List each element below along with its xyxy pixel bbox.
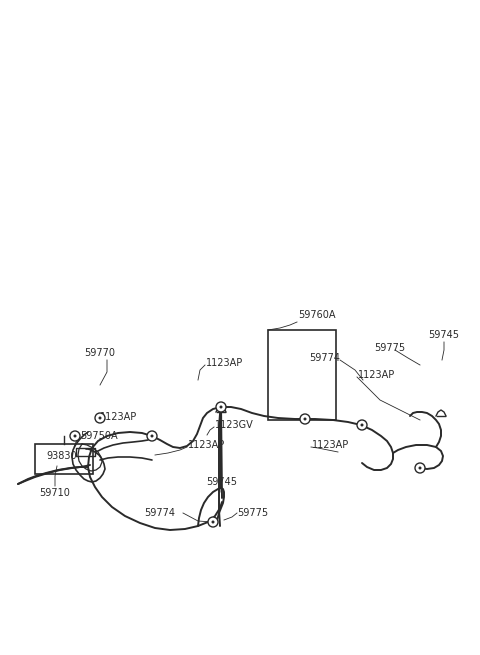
Text: 1123AP: 1123AP <box>312 440 349 450</box>
Circle shape <box>95 413 105 423</box>
Bar <box>268 330 336 420</box>
Circle shape <box>419 466 421 470</box>
Circle shape <box>303 417 307 421</box>
Circle shape <box>300 414 310 424</box>
Circle shape <box>73 434 76 438</box>
Text: 59775: 59775 <box>237 508 268 518</box>
Text: 59745: 59745 <box>206 477 238 487</box>
Circle shape <box>212 521 215 523</box>
Text: 59770: 59770 <box>84 348 116 358</box>
Bar <box>35 444 93 474</box>
Circle shape <box>208 517 218 527</box>
Text: 59774: 59774 <box>144 508 175 518</box>
Text: 59750A: 59750A <box>80 431 118 441</box>
Text: 59745: 59745 <box>429 330 459 340</box>
Circle shape <box>415 463 425 473</box>
Circle shape <box>360 424 363 426</box>
Circle shape <box>70 431 80 441</box>
Circle shape <box>357 420 367 430</box>
Text: 59760A: 59760A <box>298 310 336 320</box>
Text: 59710: 59710 <box>39 488 71 498</box>
Text: 1123GV: 1123GV <box>215 420 254 430</box>
Text: 1123AP: 1123AP <box>188 440 225 450</box>
Circle shape <box>219 405 223 409</box>
Circle shape <box>98 417 101 419</box>
Text: 1123AP: 1123AP <box>358 370 395 380</box>
Circle shape <box>216 402 226 412</box>
Text: 1123AP: 1123AP <box>206 358 243 368</box>
Text: 93830: 93830 <box>47 451 77 461</box>
Text: 59774: 59774 <box>309 353 340 363</box>
Circle shape <box>147 431 157 441</box>
Circle shape <box>151 434 154 438</box>
Text: 1123AP: 1123AP <box>100 412 137 422</box>
Text: 59775: 59775 <box>374 343 406 353</box>
